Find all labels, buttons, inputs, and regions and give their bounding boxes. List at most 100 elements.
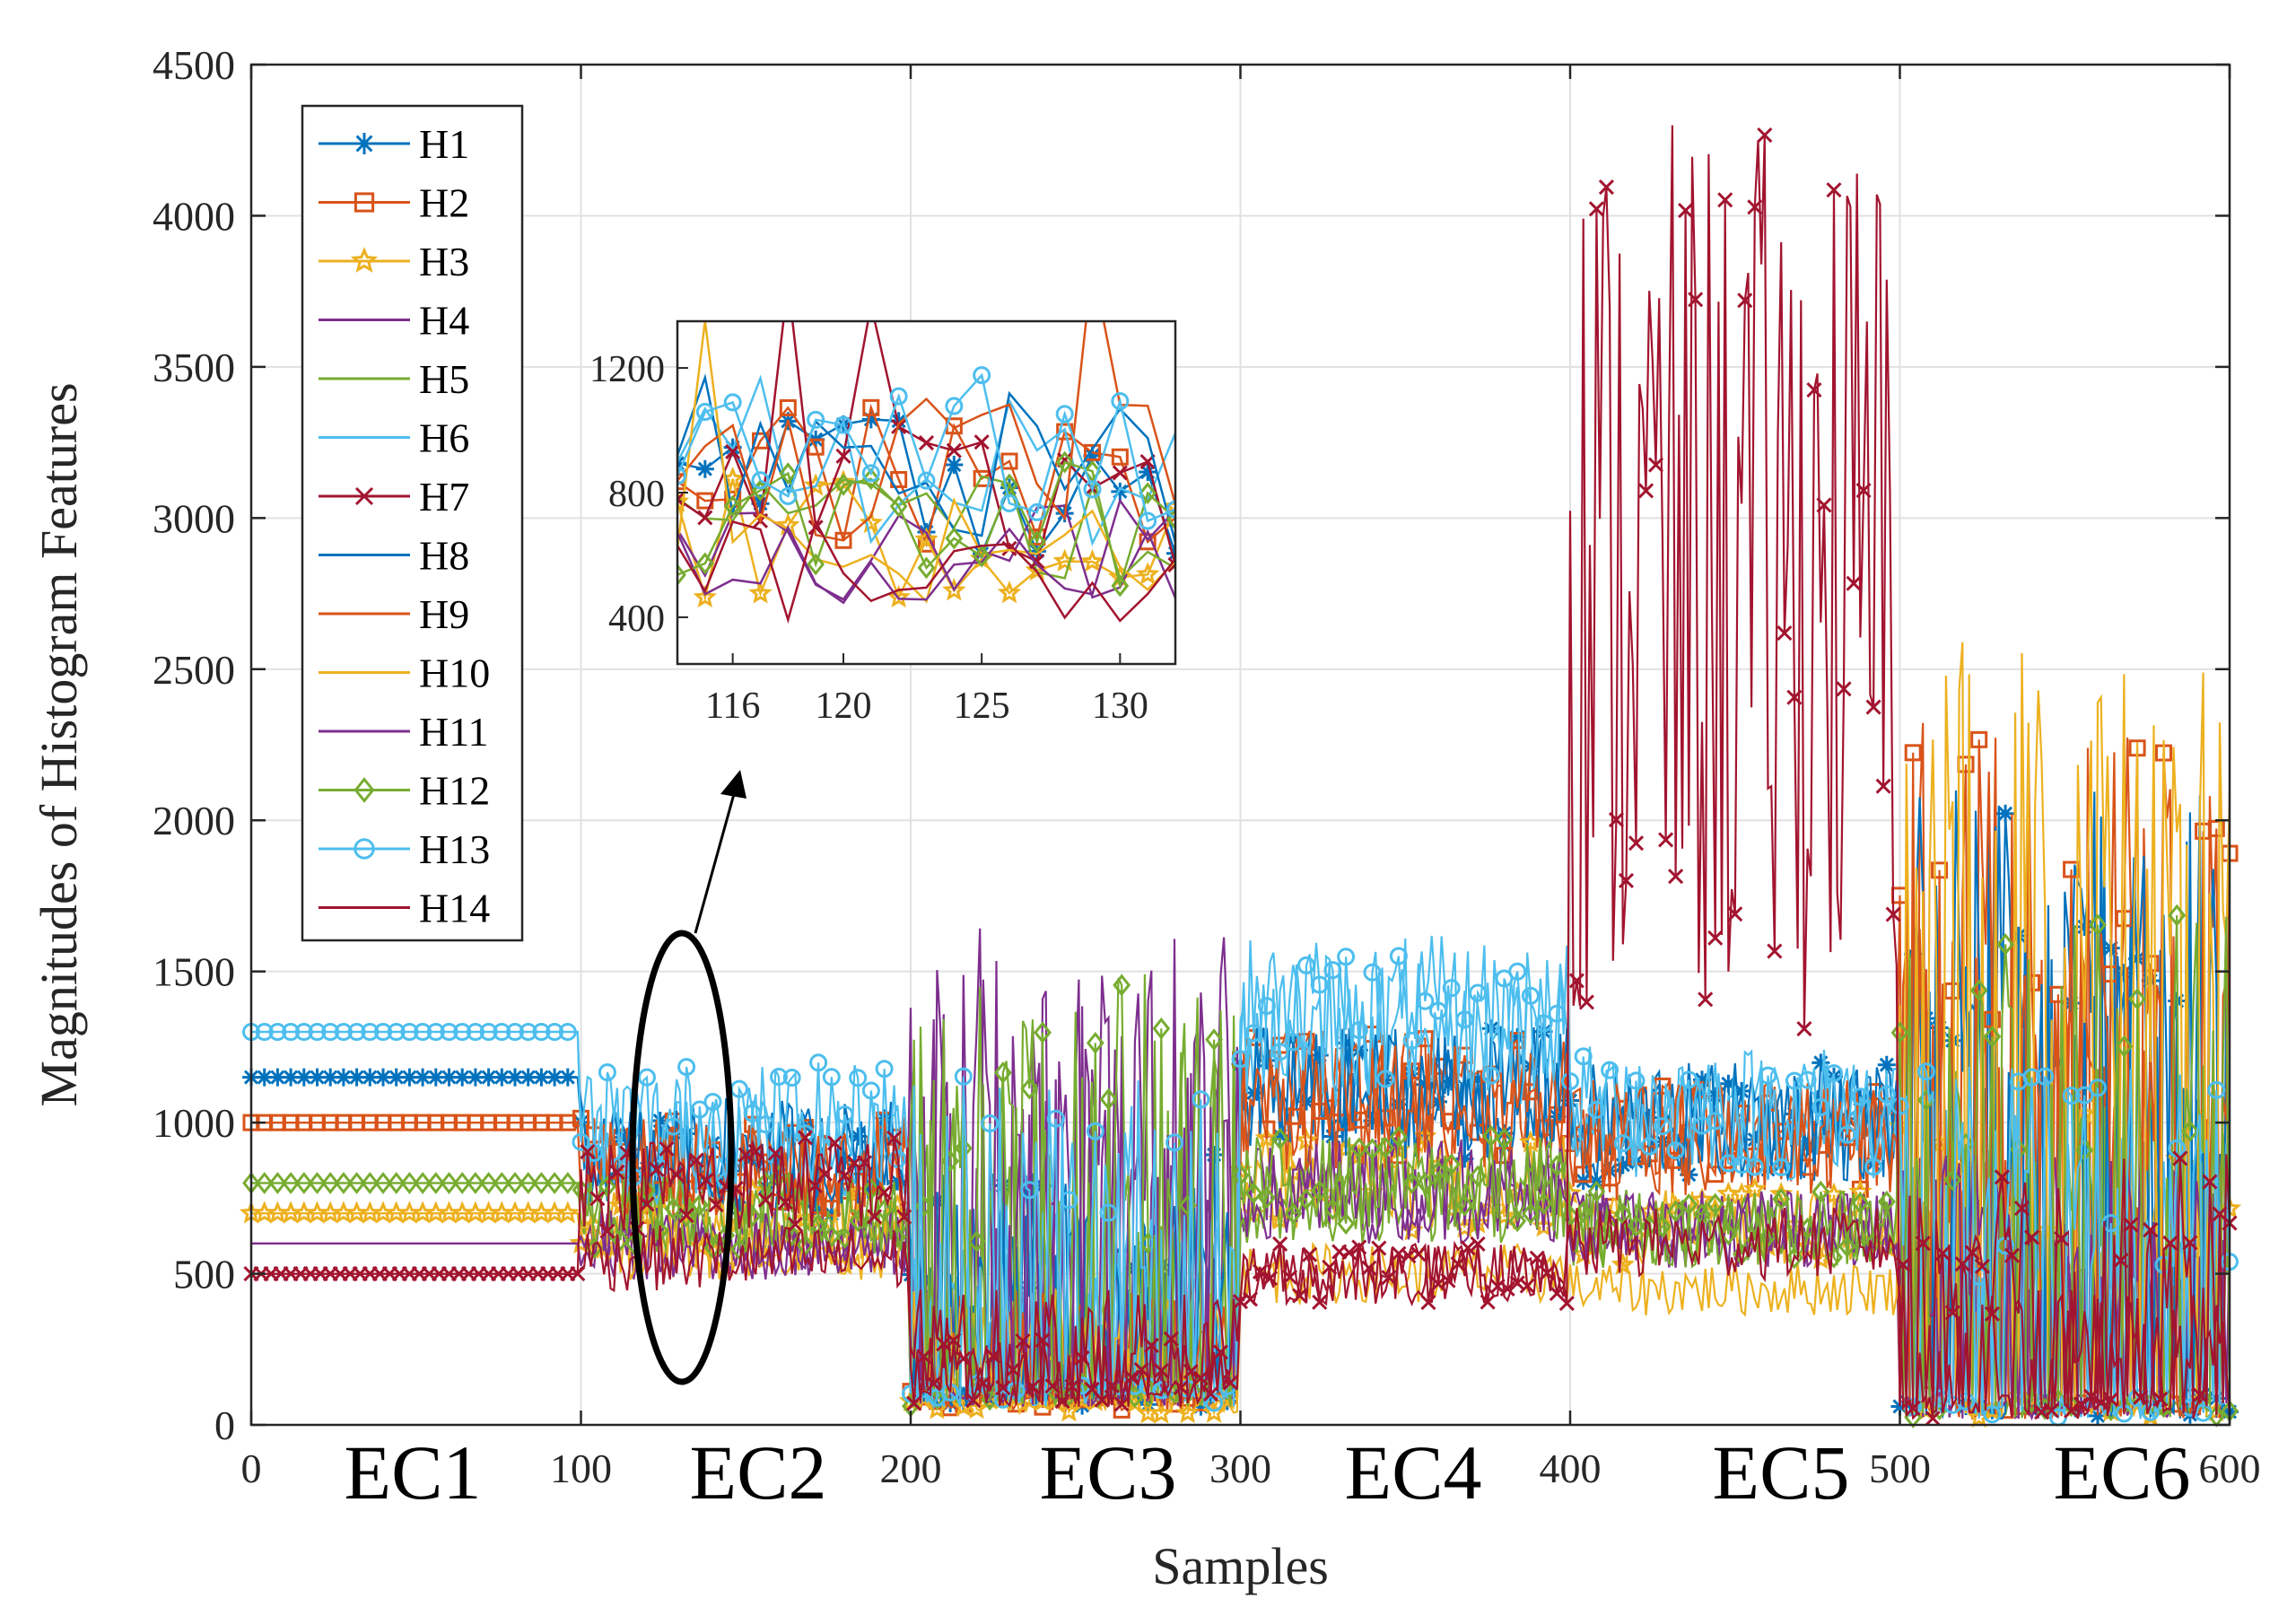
- marker-h13: [1983, 1405, 2002, 1424]
- legend-label: H5: [419, 356, 469, 402]
- marker-h13: [1086, 1122, 1104, 1140]
- marker-h7: [896, 1209, 912, 1225]
- x-tick-label: 400: [1540, 1446, 1602, 1491]
- x-axis-label: Samples: [1152, 1537, 1329, 1595]
- marker-h7: [1885, 906, 1901, 922]
- marker-h7: [1322, 1259, 1338, 1275]
- marker-h13: [1838, 1125, 1856, 1144]
- legend-item-h5: H5: [319, 356, 469, 402]
- marker-h12: [506, 1172, 524, 1194]
- marker-h13: [954, 1067, 973, 1086]
- y-tick-label: 1000: [153, 1100, 235, 1146]
- legend-label: H13: [419, 826, 490, 872]
- marker-h7: [1698, 991, 1714, 1008]
- marker-h13: [255, 1023, 274, 1042]
- inset-marker-h7: [946, 442, 962, 459]
- marker-h7: [936, 1336, 952, 1352]
- inset-marker-h12: [807, 553, 825, 576]
- marker-h12: [729, 1237, 748, 1261]
- marker-h1: [1469, 1070, 1488, 1088]
- inset-marker-h13: [695, 403, 714, 422]
- inset-marker-h2: [1111, 448, 1129, 466]
- marker-h12: [1429, 1160, 1447, 1184]
- marker-h13: [1759, 1066, 1777, 1085]
- inset-marker-h2: [862, 398, 880, 416]
- marker-h12: [334, 1172, 353, 1194]
- marker-h12: [1534, 1192, 1553, 1215]
- marker-h7: [1826, 182, 1842, 198]
- marker-h7: [1005, 1362, 1021, 1378]
- marker-h7: [1539, 1265, 1555, 1281]
- marker-h13: [1733, 1156, 1751, 1175]
- inset-marker-h12: [723, 494, 742, 518]
- marker-h12: [1481, 1124, 1500, 1148]
- marker-h12: [1851, 1192, 1870, 1215]
- marker-h13: [1890, 1096, 1909, 1115]
- marker-h1: [849, 1127, 868, 1146]
- x-tick-label: 0: [241, 1446, 262, 1491]
- inset-marker-h12: [1083, 459, 1102, 483]
- marker-h7: [2162, 1235, 2178, 1252]
- marker-h7: [1410, 1246, 1427, 1262]
- marker-h1: [1310, 1045, 1329, 1064]
- marker-h7: [1133, 1361, 1149, 1377]
- marker-h12: [993, 1061, 1012, 1084]
- marker-h13: [1825, 1064, 1843, 1083]
- marker-h7: [1647, 457, 1664, 473]
- marker-h13: [268, 1023, 287, 1042]
- region-labels: EC1 EC2 EC3 EC4 EC5 EC6: [345, 1429, 2191, 1516]
- marker-h13: [1534, 1014, 1553, 1033]
- marker-h3: [1201, 1400, 1227, 1423]
- marker-h2: [1522, 1083, 1540, 1101]
- marker-h3: [740, 1177, 764, 1201]
- marker-h3: [1254, 1125, 1279, 1149]
- marker-h1: [1192, 1397, 1210, 1416]
- marker-h7: [1767, 943, 1783, 959]
- zoom-arrow-line: [694, 793, 736, 934]
- inset-marker-h3: [886, 584, 911, 608]
- marker-h12: [1389, 1125, 1408, 1149]
- marker-h12: [664, 1197, 683, 1220]
- marker-h7: [1480, 1294, 1496, 1310]
- marker-h13: [453, 1023, 472, 1042]
- marker-h7: [2202, 1174, 2218, 1190]
- marker-h13: [1165, 1133, 1183, 1152]
- marker-h13: [361, 1023, 380, 1042]
- inset-marker-h7: [725, 443, 741, 459]
- marker-h7: [886, 1130, 903, 1147]
- marker-h12: [1587, 1180, 1606, 1203]
- inset-line-h13: [677, 372, 1175, 523]
- marker-h7: [1262, 1270, 1279, 1287]
- inset-marker-h3: [804, 473, 828, 496]
- inset-marker-h12: [889, 494, 908, 518]
- marker-h13: [1640, 1137, 1659, 1156]
- marker-h13: [770, 1068, 788, 1087]
- marker-h7: [1618, 872, 1635, 888]
- marker-h7: [1104, 1377, 1120, 1393]
- marker-h13: [2062, 1087, 2081, 1105]
- marker-h2: [1443, 1113, 1461, 1131]
- marker-h7: [946, 1332, 962, 1349]
- marker-h2: [1403, 1062, 1421, 1080]
- marker-h1: [1733, 1081, 1751, 1100]
- marker-h1: [888, 1172, 907, 1191]
- marker-h7: [2133, 1389, 2149, 1405]
- marker-h7: [1302, 1246, 1318, 1262]
- y-axis-label: Magnitudes of Histogram Features: [30, 382, 88, 1106]
- marker-h7: [1381, 1270, 1397, 1286]
- marker-h7: [1183, 1363, 1199, 1379]
- marker-h7: [906, 1395, 922, 1411]
- plot-series: [239, 125, 2242, 1428]
- marker-h12: [1152, 1017, 1171, 1040]
- marker-h7: [1450, 1256, 1466, 1272]
- marker-h13: [756, 1115, 775, 1134]
- marker-h7: [1143, 1337, 1159, 1353]
- marker-h7: [1064, 1378, 1080, 1394]
- inset-x-tick-label: 125: [954, 686, 1010, 727]
- marker-h12: [387, 1172, 406, 1194]
- y-tick-label: 3000: [153, 495, 235, 541]
- marker-h7: [1192, 1370, 1209, 1386]
- marker-h1: [1376, 1070, 1395, 1089]
- marker-h12: [1349, 1137, 1368, 1160]
- marker-h7: [1588, 201, 1604, 217]
